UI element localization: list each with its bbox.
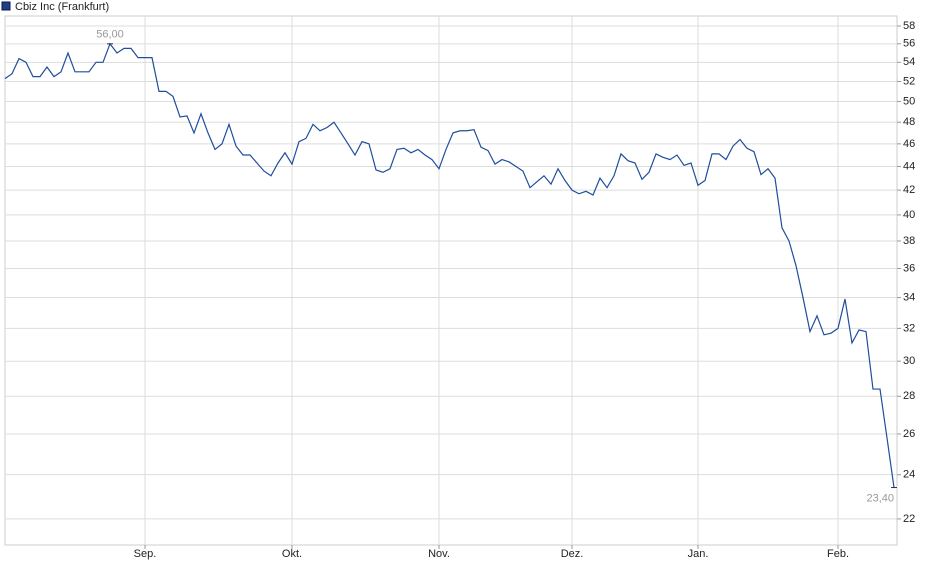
legend-swatch <box>1 1 11 11</box>
legend-label: Cbiz Inc (Frankfurt) <box>15 1 109 13</box>
y-tick-label: 34 <box>903 291 915 303</box>
y-tick-label: 58 <box>903 20 915 32</box>
plot-frame <box>4 15 898 546</box>
y-tick-label: 24 <box>903 469 915 481</box>
y-tick-label: 36 <box>903 262 915 274</box>
max-annotation: 56,00 <box>96 29 124 41</box>
x-tick-label: Feb. <box>827 548 849 560</box>
y-tick-label: 42 <box>903 184 915 196</box>
x-tick-label: Dez. <box>561 548 584 560</box>
y-tick-label: 40 <box>903 209 915 221</box>
y-tick-label: 22 <box>903 513 915 525</box>
y-tick-label: 54 <box>903 56 915 68</box>
last-annotation: 23,40 <box>866 492 894 504</box>
y-tick-label: 44 <box>903 160 915 172</box>
y-tick-label: 28 <box>903 390 915 402</box>
y-tick-label: 32 <box>903 322 915 334</box>
y-tick-label: 50 <box>903 95 915 107</box>
y-tick-label: 46 <box>903 138 915 150</box>
y-tick-label: 38 <box>903 235 915 247</box>
y-tick-label: 56 <box>903 38 915 50</box>
y-tick-label: 30 <box>903 355 915 367</box>
x-tick-label: Nov. <box>428 548 450 560</box>
price-line <box>4 42 895 488</box>
x-tick-label: Sep. <box>134 548 157 560</box>
y-tick-label: 48 <box>903 116 915 128</box>
y-tick-label: 52 <box>903 75 915 87</box>
x-tick-label: Jan. <box>688 548 709 560</box>
x-tick-label: Okt. <box>282 548 302 560</box>
y-tick-label: 26 <box>903 428 915 440</box>
